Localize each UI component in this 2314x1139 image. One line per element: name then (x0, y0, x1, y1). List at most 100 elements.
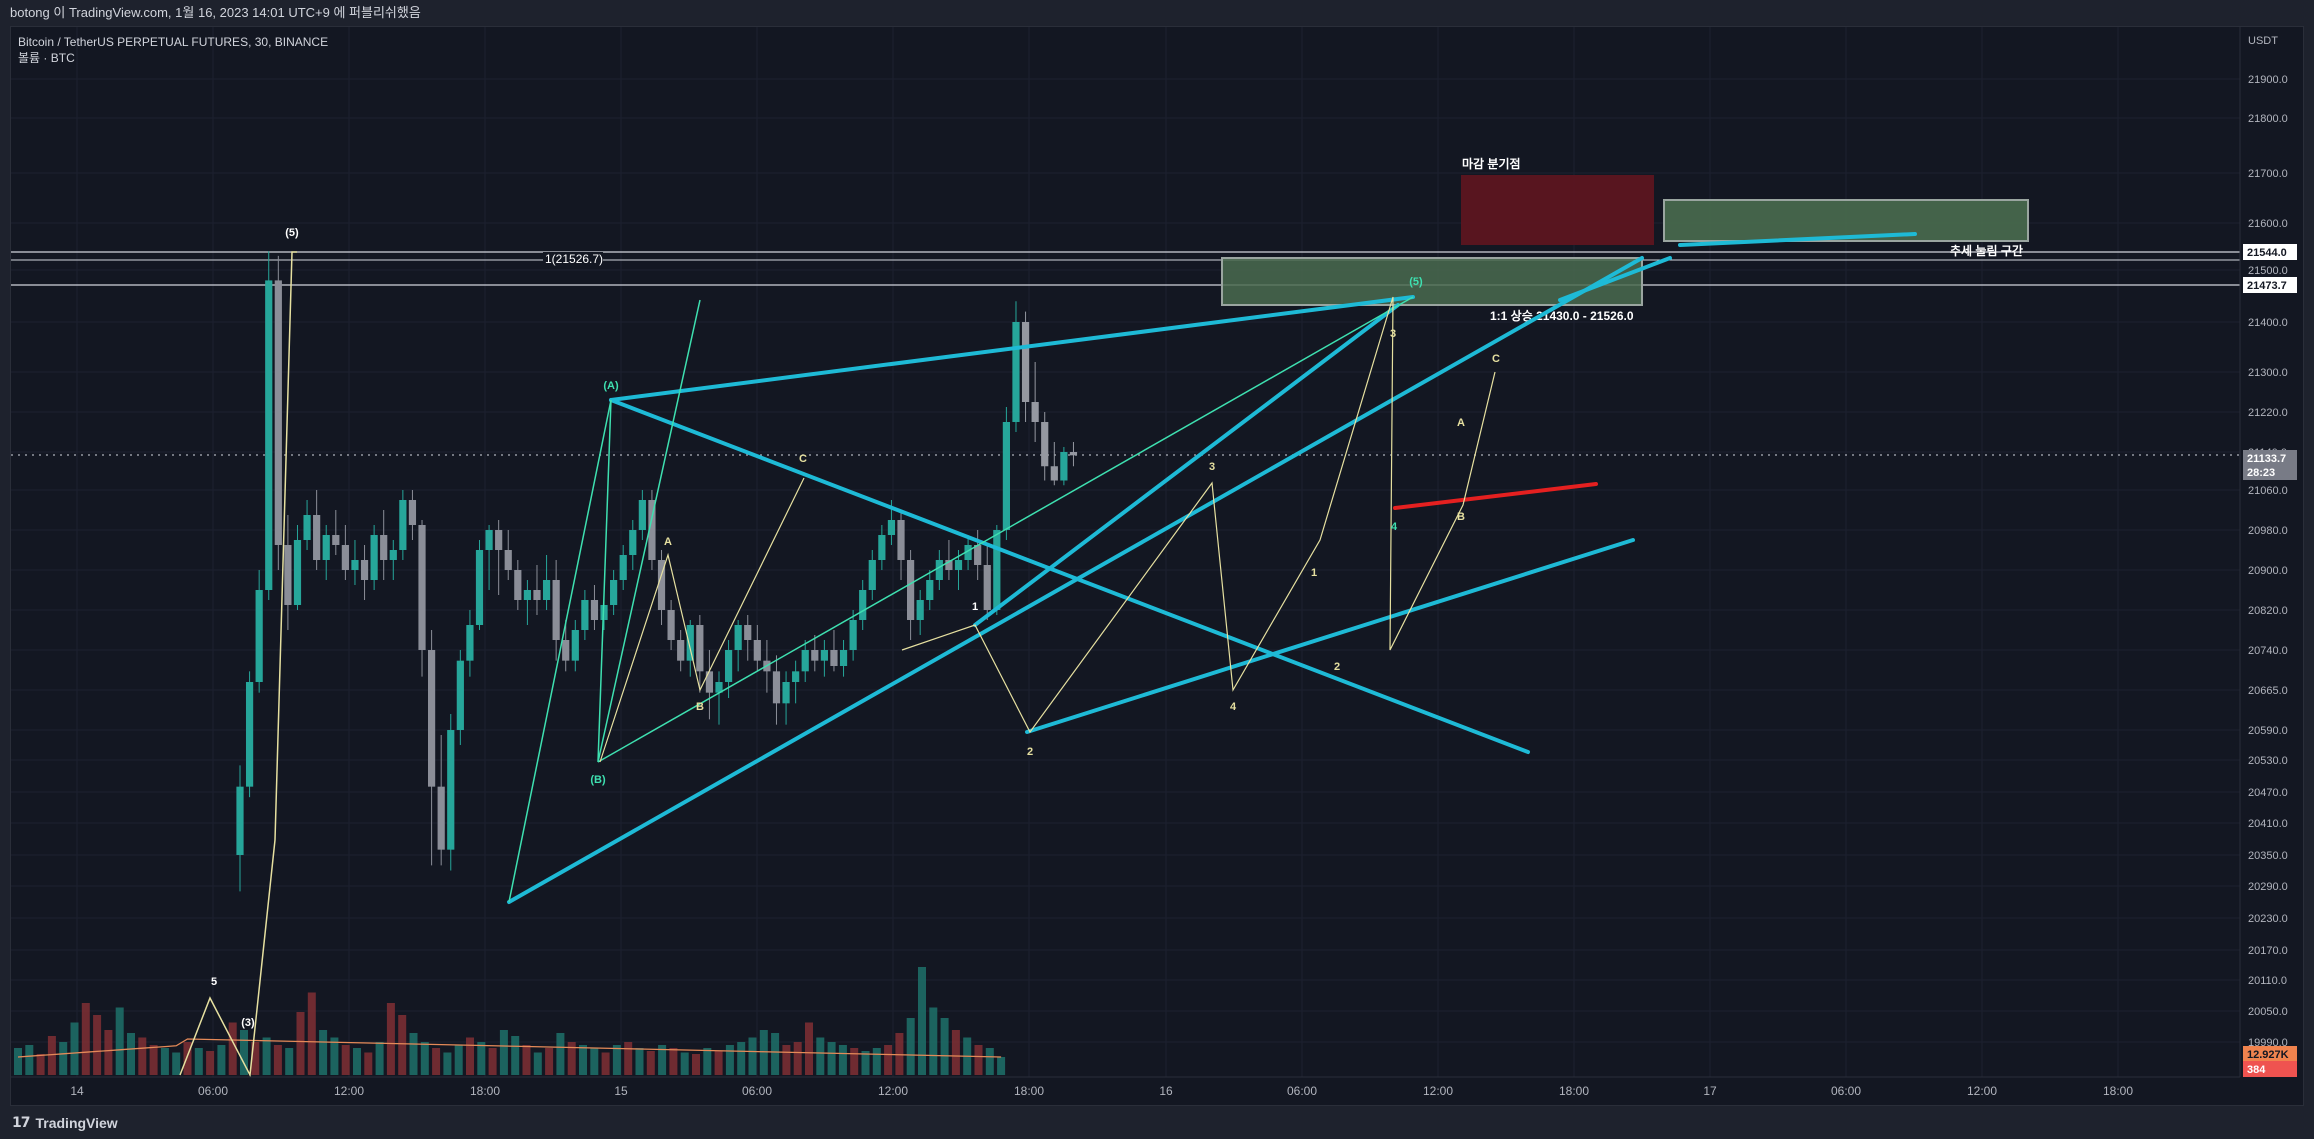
candle (332, 510, 340, 555)
wave-label: 4 (1391, 521, 1398, 533)
target-zone-label: 1:1 상승 21430.0 - 21526.0 (1490, 308, 1634, 323)
volume-bar (443, 1052, 452, 1075)
volume-bar (228, 1022, 237, 1075)
trend-line (609, 295, 1415, 402)
candle-body (360, 560, 369, 580)
candle (485, 525, 493, 590)
candle (667, 600, 675, 650)
volume-bar (206, 1051, 215, 1075)
candles (236, 251, 1078, 892)
candle-body (983, 565, 991, 610)
candle-body (753, 640, 761, 661)
trend-line (1025, 538, 1635, 734)
wave-label: 4 (1230, 701, 1237, 713)
volume-bar (36, 1054, 45, 1075)
candle-body (945, 560, 953, 570)
volume-bar (951, 1030, 960, 1075)
price-tick-label: 21700.0 (2248, 168, 2288, 180)
volume-bar (172, 1052, 181, 1075)
volume-bar (714, 1051, 723, 1075)
candle-body (274, 280, 282, 545)
price-label-bg (2243, 464, 2297, 480)
volume-bar (737, 1042, 746, 1075)
wave-label: B (696, 701, 704, 713)
volume-bar (251, 1042, 260, 1075)
trend-line (609, 398, 1530, 754)
candle (610, 570, 618, 615)
volume-bar (997, 1057, 1006, 1075)
candle (1002, 407, 1010, 540)
candle (677, 630, 685, 672)
candle (619, 545, 627, 590)
volume-bar (511, 1036, 520, 1075)
trend-drawings (179, 232, 1917, 1078)
wave-label: A (1457, 417, 1465, 429)
candle (581, 590, 589, 640)
volume-bar (624, 1042, 633, 1075)
time-tick-label: 18:00 (2103, 1084, 2133, 1098)
candle (245, 671, 254, 798)
candle (974, 530, 982, 580)
candle (456, 650, 464, 745)
volume-bar (759, 1030, 768, 1075)
candle-body (724, 650, 733, 682)
price-axis[interactable]: USDT 21900.0 21800.0 21700.0 21600.0 21500.0 2… (2239, 27, 2302, 1077)
candle (562, 620, 570, 672)
candle (341, 525, 349, 580)
wave-label: (5) (285, 227, 299, 239)
volume-bar (14, 1048, 22, 1075)
candle (1021, 311, 1030, 422)
time-tick-label: 06:00 (742, 1084, 772, 1098)
candle-body (428, 650, 436, 787)
candle (533, 565, 541, 615)
time-axis-bg (11, 1077, 2240, 1105)
volume-bar (680, 1052, 689, 1075)
candle-body (619, 555, 627, 580)
candle-body (1041, 422, 1049, 467)
wave-label: 5 (211, 976, 217, 988)
impulse-wave (901, 296, 1496, 734)
candle (964, 535, 972, 570)
trend-line (1678, 232, 1917, 247)
volume-bar (183, 1042, 192, 1075)
volume-bar (81, 1003, 90, 1075)
volume-bar (827, 1042, 836, 1075)
volume-bar (477, 1042, 486, 1075)
volume-legend[interactable]: 볼륨 · BTC (18, 51, 75, 65)
time-tick-label: 15 (614, 1084, 628, 1098)
candle-body (284, 545, 292, 605)
tradingview-logo[interactable]: 𝟭𝟳 TradingView (12, 1114, 118, 1131)
wave-label: 2 (1334, 661, 1340, 673)
candle (504, 530, 512, 580)
divergence-zone (1461, 175, 1654, 245)
volume-bar (330, 1037, 339, 1075)
volume-bar (612, 1045, 621, 1075)
candle (1060, 447, 1068, 486)
volume-bar (771, 1033, 780, 1075)
price-axis-unit: USDT (2248, 35, 2278, 47)
candle (1041, 412, 1049, 481)
volume-bar (861, 1051, 870, 1075)
volume-bar (635, 1048, 644, 1075)
volume-bars (14, 967, 1006, 1075)
candle-body (974, 545, 982, 565)
candle (849, 610, 857, 661)
time-tick-label: 12:00 (878, 1084, 908, 1098)
candle-body (332, 535, 340, 545)
candle (820, 640, 828, 677)
price-label: 28:23 (2247, 467, 2275, 479)
price-tick-label: 20170.0 (2248, 945, 2288, 957)
candle-body (734, 625, 742, 650)
symbol-legend[interactable]: Bitcoin / TetherUS PERPETUAL FUTURES, 30… (18, 35, 329, 49)
price-tick-label: 20665.0 (2248, 685, 2288, 697)
volume-bar (217, 1045, 226, 1075)
trend-line (1558, 256, 1672, 302)
candle (859, 580, 867, 630)
candle (945, 540, 953, 580)
volume-bar (906, 1018, 915, 1075)
price-tick-label: 21300.0 (2248, 367, 2288, 379)
candle-body (542, 580, 551, 600)
time-axis[interactable]: 14 06:00 12:00 18:00 15 06:00 12:00 18:00 16 06:0… (11, 1076, 2240, 1105)
